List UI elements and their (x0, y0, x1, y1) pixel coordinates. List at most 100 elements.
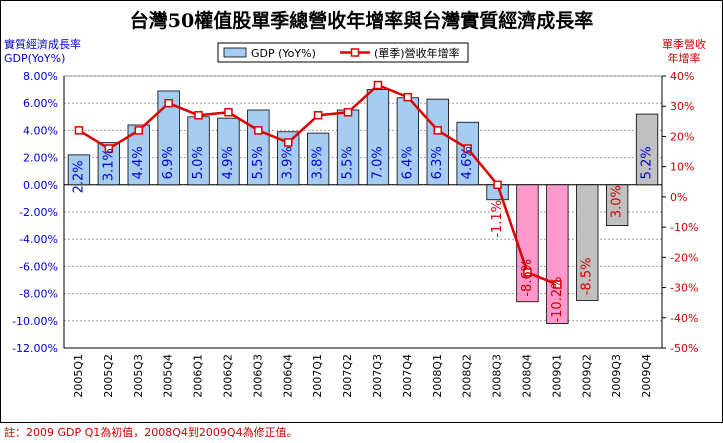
right-tick-label: -30% (670, 282, 698, 295)
right-tick-label: 30% (670, 100, 694, 113)
gdp-bar (67, 154, 91, 186)
category-tick-label: 2008Q3 (491, 354, 504, 398)
revenue-growth-point (433, 126, 442, 135)
left-tick-label: 8.00% (23, 70, 58, 83)
revenue-growth-point (74, 126, 84, 135)
revenue-growth-point (104, 144, 114, 153)
revenue-growth-point (194, 111, 203, 120)
gdp-bar (277, 131, 300, 186)
category-tick-label: 2009Q1 (550, 354, 563, 398)
left-tick-label: -6.00% (19, 260, 58, 273)
gdp-bar (306, 132, 330, 186)
revenue-growth-point (373, 80, 383, 90)
right-tick-label: -20% (670, 251, 698, 264)
bar-data-label: -1.1% (490, 200, 505, 238)
bar-data-label: 6.3% (430, 146, 445, 179)
chart-title: 台灣50權值股單季總營收年增率與台灣實質經濟成長率 (129, 10, 594, 32)
left-tick-label: 0.00% (23, 179, 58, 192)
category-tick-label: 2007Q4 (401, 354, 414, 398)
category-tick-label: 2006Q4 (281, 354, 294, 398)
bar-data-label: 6.9% (161, 146, 176, 179)
category-tick-label: 2007Q3 (371, 354, 384, 398)
bar-data-label: -8.6% (520, 259, 535, 297)
legend-swatch-marker (350, 48, 360, 57)
gdp-bar (97, 142, 121, 186)
bar-data-label: 5.2% (640, 146, 655, 179)
category-tick-label: 2008Q2 (461, 354, 474, 398)
bar-data-label: 4.6% (460, 146, 475, 179)
right-tick-label: -40% (670, 312, 698, 325)
right-tick-label: -10% (670, 221, 698, 234)
legend-label-line: (單季)營收年增率 (374, 46, 460, 60)
left-tick-label: -12.00% (12, 342, 58, 355)
revenue-growth-point (254, 126, 263, 135)
revenue-growth-point (343, 108, 353, 117)
gdp-bar (426, 98, 449, 186)
revenue-growth-point (224, 108, 233, 117)
left-tick-label: -2.00% (19, 206, 58, 219)
right-tick-label: 0% (670, 191, 687, 204)
category-tick-label: 2005Q4 (162, 354, 175, 398)
left-tick-label: 2.00% (23, 152, 58, 165)
gdp-bar (157, 90, 180, 186)
bar-data-label: 5.5% (251, 146, 266, 179)
category-tick-label: 2009Q2 (580, 354, 593, 398)
gdp-bar (456, 121, 479, 186)
bar-data-label: -8.5% (580, 258, 595, 296)
gdp-bar (127, 124, 150, 186)
category-tick-label: 2006Q3 (251, 354, 264, 398)
category-tick-label: 2009Q3 (610, 354, 623, 398)
category-tick-label: 2005Q3 (132, 354, 145, 398)
right-tick-label: -50% (670, 342, 698, 355)
chart-svg: 8.00% 6.00% 4.00% 2.00% 0.00% -2.00% -4.00% -6.… (12, 42, 698, 398)
bar-data-label: 3.0% (610, 185, 625, 218)
revenue-growth-point (284, 138, 293, 147)
category-tick-label: 2005Q2 (102, 354, 115, 398)
legend-swatch-gdp (223, 47, 247, 58)
gdp-bar (366, 89, 390, 186)
bar-data-label: 3.8% (311, 146, 326, 179)
gdp-bar (217, 117, 240, 186)
revenue-growth-point (553, 280, 562, 289)
category-tick-label: 2007Q2 (341, 354, 354, 398)
ylabel-left-line: GDP(YoY%) (4, 52, 66, 65)
category-tick-label: 2007Q1 (311, 354, 324, 398)
right-tick-label: 20% (670, 130, 694, 143)
gdp-bar (247, 109, 270, 186)
legend-label-gdp: GDP (YoY%) (251, 47, 316, 60)
bar-data-label: 4.9% (221, 146, 236, 179)
gdp-bar (635, 113, 659, 186)
revenue-growth-point (134, 126, 143, 135)
category-tick-label: 2005Q1 (72, 354, 85, 398)
bar-data-label: 7.0% (370, 146, 385, 179)
category-tick-label: 2008Q4 (520, 354, 533, 398)
gdp-bar (605, 184, 629, 227)
ylabel-left-line: 實質經濟成長率 (4, 38, 81, 51)
left-tick-label: -8.00% (19, 288, 58, 301)
revenue-growth-point (403, 92, 413, 102)
left-axis-label: 實質經濟成長率 GDP(YoY%) (4, 38, 116, 66)
bar-data-label: 3.1% (101, 148, 116, 181)
bar-data-label: 2.2% (71, 160, 86, 193)
bar-data-label: 3.9% (281, 146, 296, 179)
footnote: 註：2009 GDP Q1為初值，2008Q4到2009Q4為修正值。 (4, 426, 298, 439)
left-tick-label: 4.00% (23, 124, 58, 137)
bar-data-label: 5.5% (341, 146, 356, 179)
left-tick-label: 6.00% (23, 97, 58, 110)
bar-data-label: 5.0% (191, 146, 206, 179)
ylabel-right-line: 年增率 (667, 52, 701, 65)
category-tick-label: 2009Q4 (640, 354, 653, 398)
category-tick-label: 2006Q2 (221, 354, 234, 398)
category-tick-label: 2006Q1 (192, 354, 205, 398)
right-tick-label: 10% (670, 161, 694, 174)
left-tick-label: -10.00% (12, 315, 58, 328)
revenue-growth-point (463, 144, 472, 153)
bar-data-label: -10.2% (550, 277, 565, 323)
bar-data-label: 4.4% (131, 146, 146, 179)
category-tick-label: 2008Q1 (431, 354, 444, 398)
revenue-growth-point (313, 111, 323, 120)
right-tick-label: 40% (670, 70, 694, 83)
right-axis-label: 單季營收 年增率 (648, 38, 720, 66)
bar-data-label: 6.4% (400, 146, 415, 179)
revenue-growth-point (523, 268, 532, 277)
